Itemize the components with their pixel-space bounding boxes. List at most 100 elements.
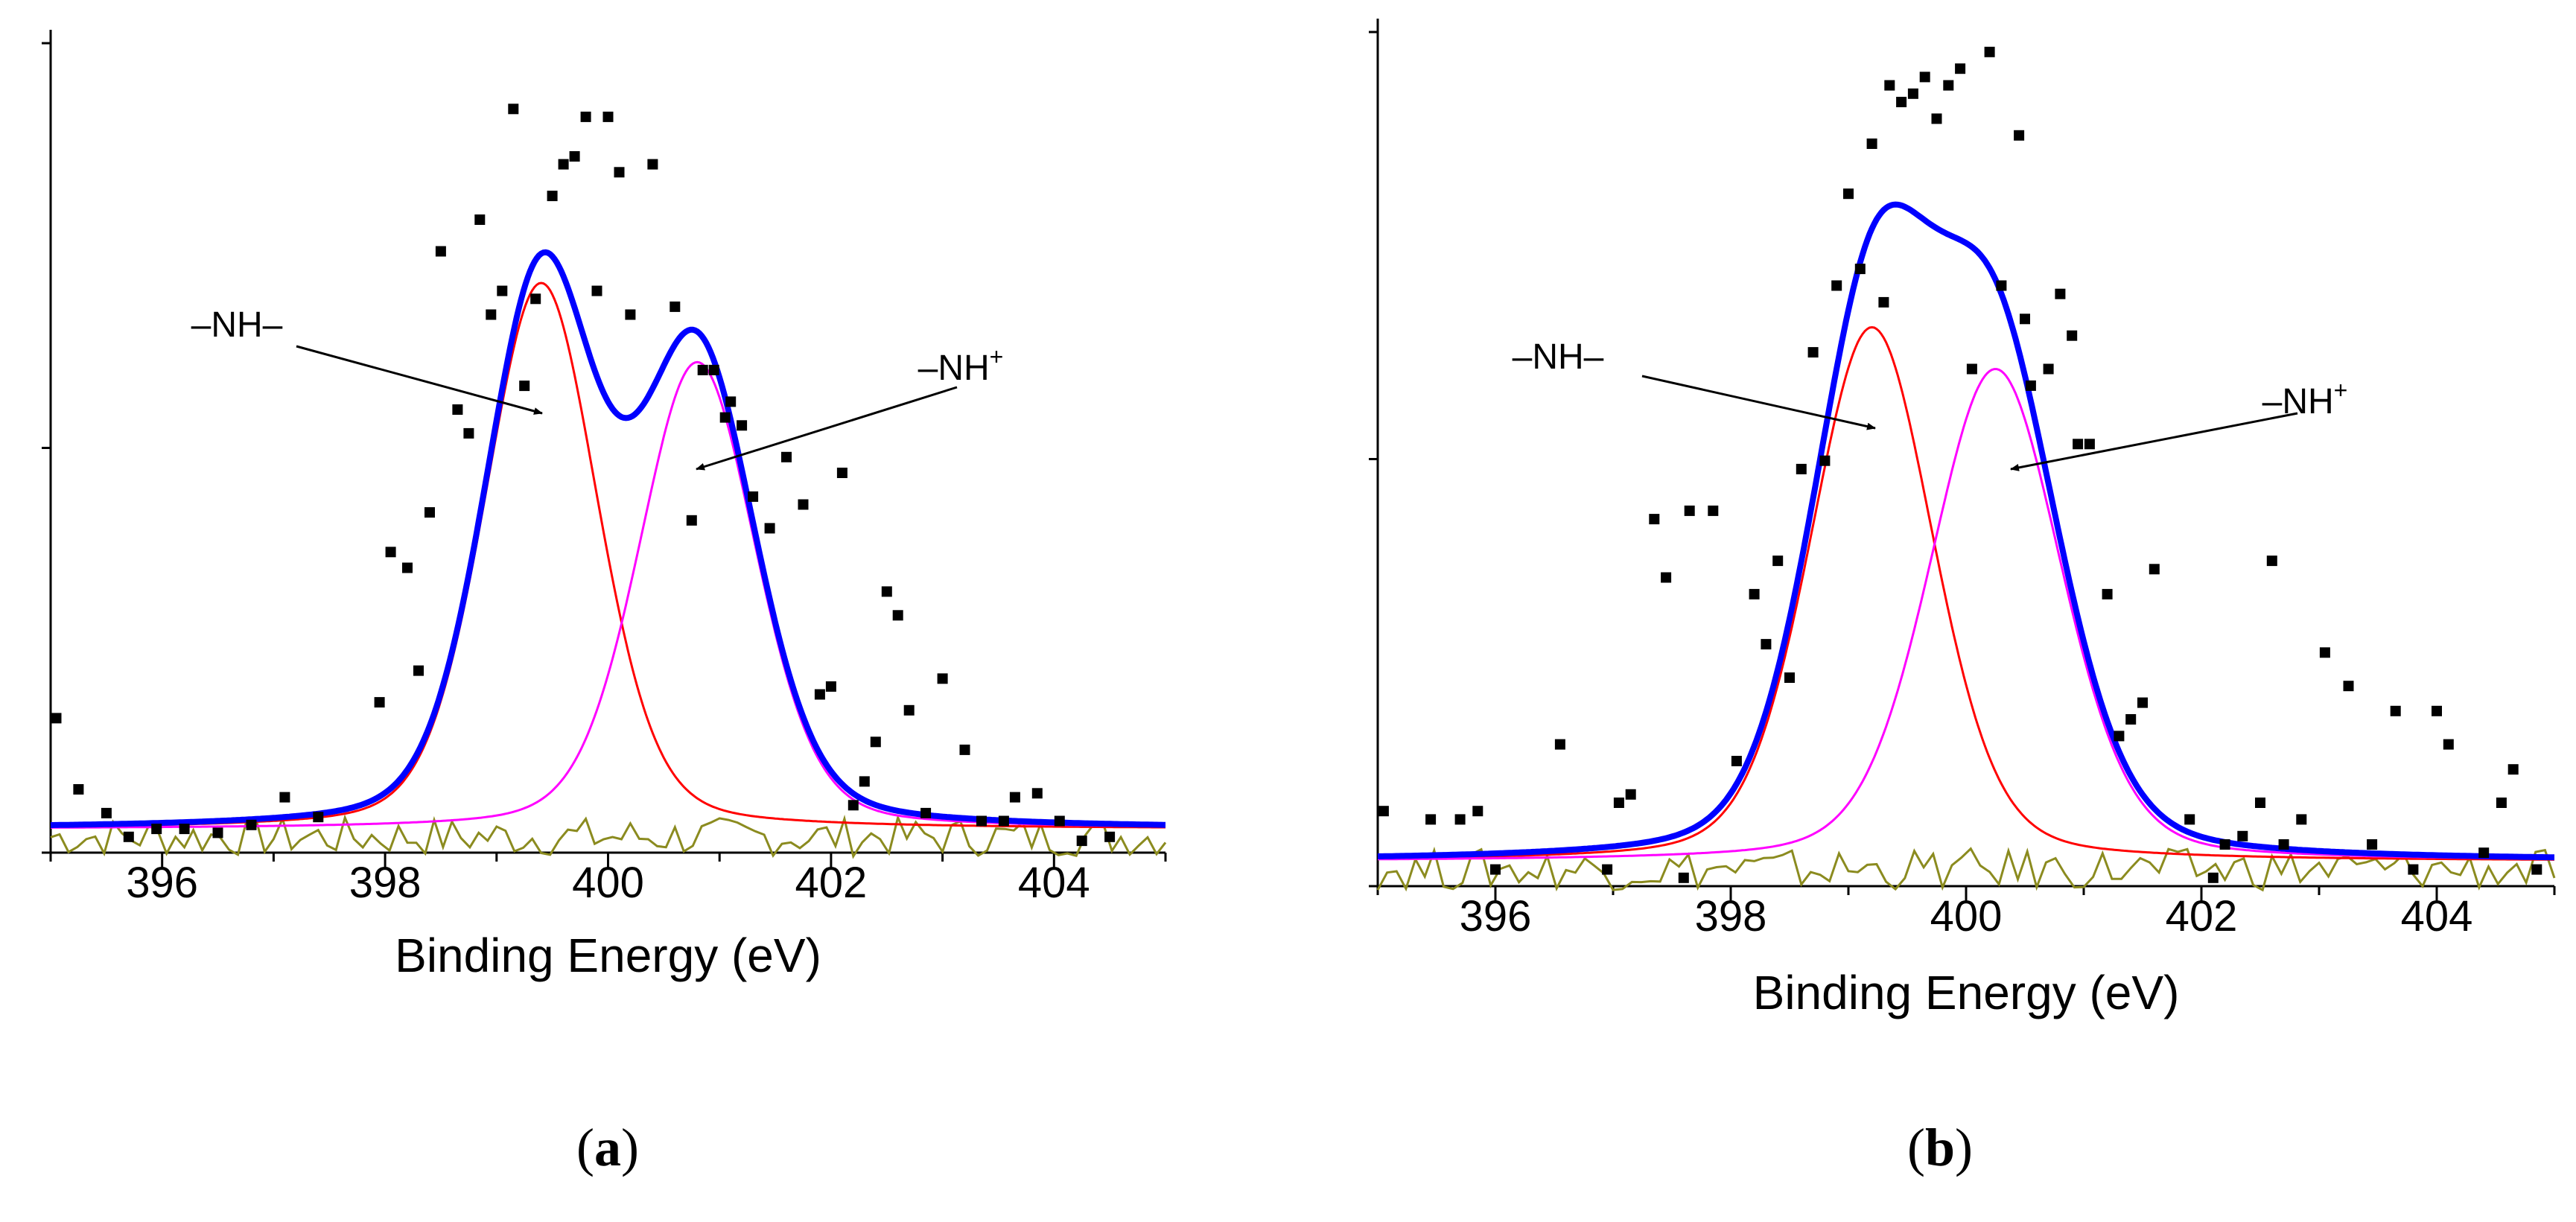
data-point	[1625, 789, 1636, 800]
data-point	[1749, 588, 1760, 599]
data-point	[670, 301, 681, 312]
x-tick-label: 404	[1018, 859, 1090, 907]
data-point	[2084, 439, 2095, 450]
data-point	[2219, 839, 2230, 850]
data-point	[959, 744, 970, 755]
data-point	[2125, 714, 2137, 725]
data-point	[435, 246, 446, 257]
data-point	[1678, 872, 1689, 883]
data-point	[1772, 556, 1784, 567]
data-point	[2237, 830, 2248, 841]
data-point	[1661, 572, 1672, 583]
data-point	[1378, 806, 1389, 817]
data-point	[1009, 792, 1020, 803]
x-tick-label: 400	[572, 859, 644, 907]
data-point	[686, 515, 697, 526]
data-point	[798, 499, 809, 510]
data-point	[2408, 864, 2419, 875]
x-tick-label: 398	[349, 859, 422, 907]
data-point	[1796, 463, 1807, 474]
data-point	[892, 610, 903, 621]
data-point	[1831, 280, 1842, 291]
data-point	[737, 420, 748, 431]
data-point	[781, 451, 792, 462]
x-tick-label: 398	[1695, 892, 1767, 941]
component-curve-nh-plus	[1378, 368, 2555, 861]
data-point	[530, 293, 541, 305]
data-point	[903, 704, 915, 716]
data-point	[870, 736, 881, 748]
data-point	[1454, 814, 1466, 825]
data-point	[569, 151, 580, 162]
data-point	[2432, 705, 2442, 716]
data-point	[2014, 130, 2025, 141]
data-point	[1854, 264, 1866, 275]
x-tick-label: 396	[126, 859, 198, 907]
data-point	[647, 159, 658, 170]
data-point	[2207, 872, 2219, 883]
panel-b: 396 398 400 402 404 Binding Energy (eV) –NH– –N…	[1369, 19, 2556, 1177]
data-point	[1843, 188, 1854, 200]
annotation-label: –NH–	[191, 305, 283, 345]
data-point	[602, 111, 614, 122]
data-point	[859, 776, 870, 787]
data-point	[764, 523, 775, 534]
annotation-arrow	[296, 345, 543, 415]
data-point	[2278, 839, 2289, 850]
data-point	[2114, 731, 2125, 742]
data-point	[2025, 380, 2036, 391]
annotation-arrow	[2010, 412, 2298, 471]
data-point	[1878, 296, 1889, 308]
data-point	[719, 412, 731, 423]
annotation-superscript: +	[2334, 377, 2348, 404]
data-point	[2149, 564, 2160, 575]
envelope-curve	[1377, 201, 2554, 861]
data-point	[1907, 88, 1918, 99]
data-point	[1943, 80, 1954, 91]
component-curve-nh-plus	[50, 360, 1165, 829]
data-point	[246, 819, 257, 830]
data-point	[2137, 697, 2148, 708]
data-point	[2478, 847, 2490, 859]
annotation-label: –NH–	[1513, 337, 1604, 377]
data-point	[279, 792, 290, 803]
residual-line	[50, 813, 1167, 859]
data-point	[1984, 46, 1995, 57]
data-point	[1819, 455, 1831, 466]
data-point	[1896, 97, 1907, 107]
data-point	[748, 491, 759, 502]
data-point	[580, 111, 591, 122]
data-point	[486, 309, 497, 320]
annotation-arrow	[1641, 375, 1876, 430]
data-point	[474, 214, 486, 225]
data-point	[385, 547, 396, 558]
data-point	[2055, 288, 2066, 299]
data-point	[1490, 864, 1501, 875]
data-point	[1884, 80, 1895, 91]
data-point	[1613, 798, 1624, 808]
data-point	[2319, 647, 2330, 658]
data-point	[1761, 639, 1772, 650]
data-point	[2266, 556, 2277, 567]
panel-a: 396 398 400 402 404 Binding Energy (eV) –NH– –N…	[42, 30, 1167, 1177]
data-point	[937, 673, 948, 684]
data-point	[1684, 505, 1695, 516]
component-curve-nh	[1377, 325, 2554, 861]
data-point	[2443, 739, 2454, 750]
data-point	[1866, 139, 1877, 149]
data-point	[920, 807, 932, 818]
data-point	[1425, 814, 1437, 825]
data-point	[1104, 831, 1116, 842]
data-point	[725, 396, 737, 407]
data-point	[73, 784, 84, 795]
data-point	[212, 827, 223, 838]
data-point	[463, 427, 474, 439]
data-point	[998, 815, 1009, 827]
data-point	[2390, 705, 2401, 716]
data-point	[123, 831, 134, 842]
annotation-label: –NH+	[2262, 377, 2348, 421]
data-point	[836, 468, 847, 478]
data-point	[1919, 71, 1930, 83]
x-axis-title: Binding Energy (eV)	[395, 929, 821, 982]
data-point	[497, 285, 508, 296]
